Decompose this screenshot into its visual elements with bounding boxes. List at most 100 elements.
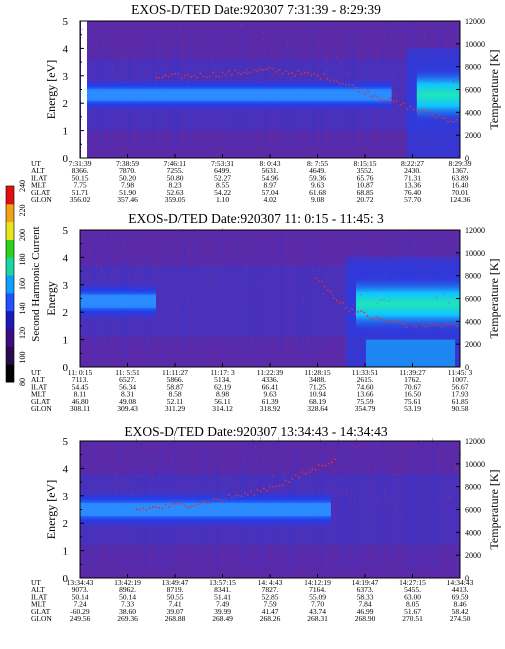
temperature-point <box>304 473 307 475</box>
temperature-point <box>253 494 256 497</box>
noise-speck <box>123 81 125 84</box>
temperature-point <box>208 75 211 78</box>
temperature-point <box>180 77 183 80</box>
noise-speck <box>130 80 132 83</box>
ephemeris-cell: 50.55 <box>167 592 184 601</box>
noise-speck <box>305 243 307 246</box>
ephemeris-cell: 359.05 <box>165 195 186 204</box>
temperature-point <box>446 322 449 325</box>
noise-speck <box>184 240 186 243</box>
ephemeris-cell: 8.31 <box>121 390 134 399</box>
y-tick-label: 3 <box>63 71 69 83</box>
ephemeris-row-label: GLON <box>31 195 52 204</box>
ephemeris-row-label: ILAT <box>31 382 48 391</box>
temperature-point <box>237 494 240 497</box>
ephemeris-cell: 309.43 <box>117 404 138 413</box>
temperature-point <box>402 102 405 105</box>
temperature-point <box>384 319 387 322</box>
heatmap-stripe <box>372 445 373 570</box>
temperature-point <box>294 74 297 77</box>
noise-speck <box>452 81 454 83</box>
heatmap-stripe <box>398 60 399 150</box>
y2-tick-label: 0 <box>465 574 469 583</box>
ephemeris-cell: 7:38:59 <box>116 159 139 168</box>
noise-speck <box>445 43 447 45</box>
hot-region <box>356 276 460 332</box>
temperature-point <box>231 73 233 76</box>
noise-speck <box>193 499 195 501</box>
noise-speck <box>242 26 244 29</box>
temperature-point <box>284 479 287 482</box>
noise-speck <box>263 484 265 487</box>
colorbar-tick-label: 180 <box>18 254 27 266</box>
noise-speck <box>376 58 379 60</box>
heatmap-stripe <box>160 255 161 359</box>
edge-bar-left <box>77 21 80 158</box>
temperature-point <box>237 72 240 75</box>
ephemeris-cell: 52.63 <box>167 188 184 197</box>
noise-speck <box>223 276 225 278</box>
noise-speck <box>318 269 320 271</box>
noise-speck <box>439 454 441 456</box>
noise-speck <box>131 36 133 38</box>
noise-speck <box>130 493 132 495</box>
noise-speck <box>302 94 305 96</box>
ephemeris-row-label: GLAT <box>31 397 51 406</box>
temperature-point <box>452 323 455 326</box>
temperature-point <box>453 121 455 123</box>
y2-tick-label: 8000 <box>465 63 481 72</box>
noise-speck <box>439 495 441 498</box>
temperature-point <box>253 69 256 72</box>
ephemeris-cell: 7.49 <box>216 600 229 609</box>
noise-speck <box>388 499 390 501</box>
noise-speck <box>231 231 233 233</box>
ephemeris-cell: 13.66 <box>357 390 374 399</box>
temperature-point <box>379 98 382 101</box>
colorbar-segment <box>6 221 14 240</box>
ephemeris-cell: 13:57:15 <box>209 578 236 587</box>
heatmap-stripe <box>280 230 281 359</box>
temperature-point <box>373 94 376 97</box>
temperature-point <box>186 73 189 76</box>
ephemeris-cell: 8: 7:55 <box>307 159 328 168</box>
temperature-point <box>259 68 262 71</box>
temperature-point <box>177 72 180 75</box>
noise-speck <box>327 261 329 263</box>
ephemeris-cell: 74.60 <box>357 382 374 391</box>
heatmap-stripe <box>202 254 203 359</box>
noise-speck <box>424 35 426 37</box>
noise-speck <box>104 236 107 238</box>
noise-speck <box>165 32 167 34</box>
noise-speck <box>273 235 275 237</box>
heatmap-stripe <box>390 468 391 570</box>
ephemeris-cell: 65.76 <box>357 173 374 182</box>
temperature-point <box>291 72 294 74</box>
noise-speck <box>376 303 378 305</box>
ephemeris-cell: 11:22:39 <box>257 368 284 377</box>
temperature-point <box>348 310 350 313</box>
noise-speck <box>89 252 91 254</box>
noise-speck <box>355 447 357 449</box>
ephemeris-cell: 8962. <box>119 585 136 594</box>
temperature-point <box>224 497 227 500</box>
temperature-point <box>311 468 314 470</box>
temperature-point <box>180 502 183 505</box>
noise-speck <box>436 81 438 83</box>
ephemeris-cell: 269.36 <box>117 614 138 623</box>
temperature-point <box>399 103 402 106</box>
temperature-point <box>196 503 199 506</box>
ephemeris-cell: 14:12:19 <box>304 578 331 587</box>
temperature-point <box>269 485 271 488</box>
y-tick-label: 2 <box>63 307 69 319</box>
heatmap-stripe <box>436 475 437 570</box>
ephemeris-row-label: ALT <box>31 166 45 175</box>
ephemeris-cell: 268.90 <box>355 614 376 623</box>
temperature-point <box>161 76 164 79</box>
noise-speck <box>196 512 199 514</box>
noise-speck <box>124 65 126 67</box>
noise-speck <box>377 47 379 49</box>
temperature-point <box>275 70 278 73</box>
noise-speck <box>335 477 337 479</box>
ephemeris-cell: 11:28:15 <box>304 368 331 377</box>
noise-speck <box>155 83 157 85</box>
